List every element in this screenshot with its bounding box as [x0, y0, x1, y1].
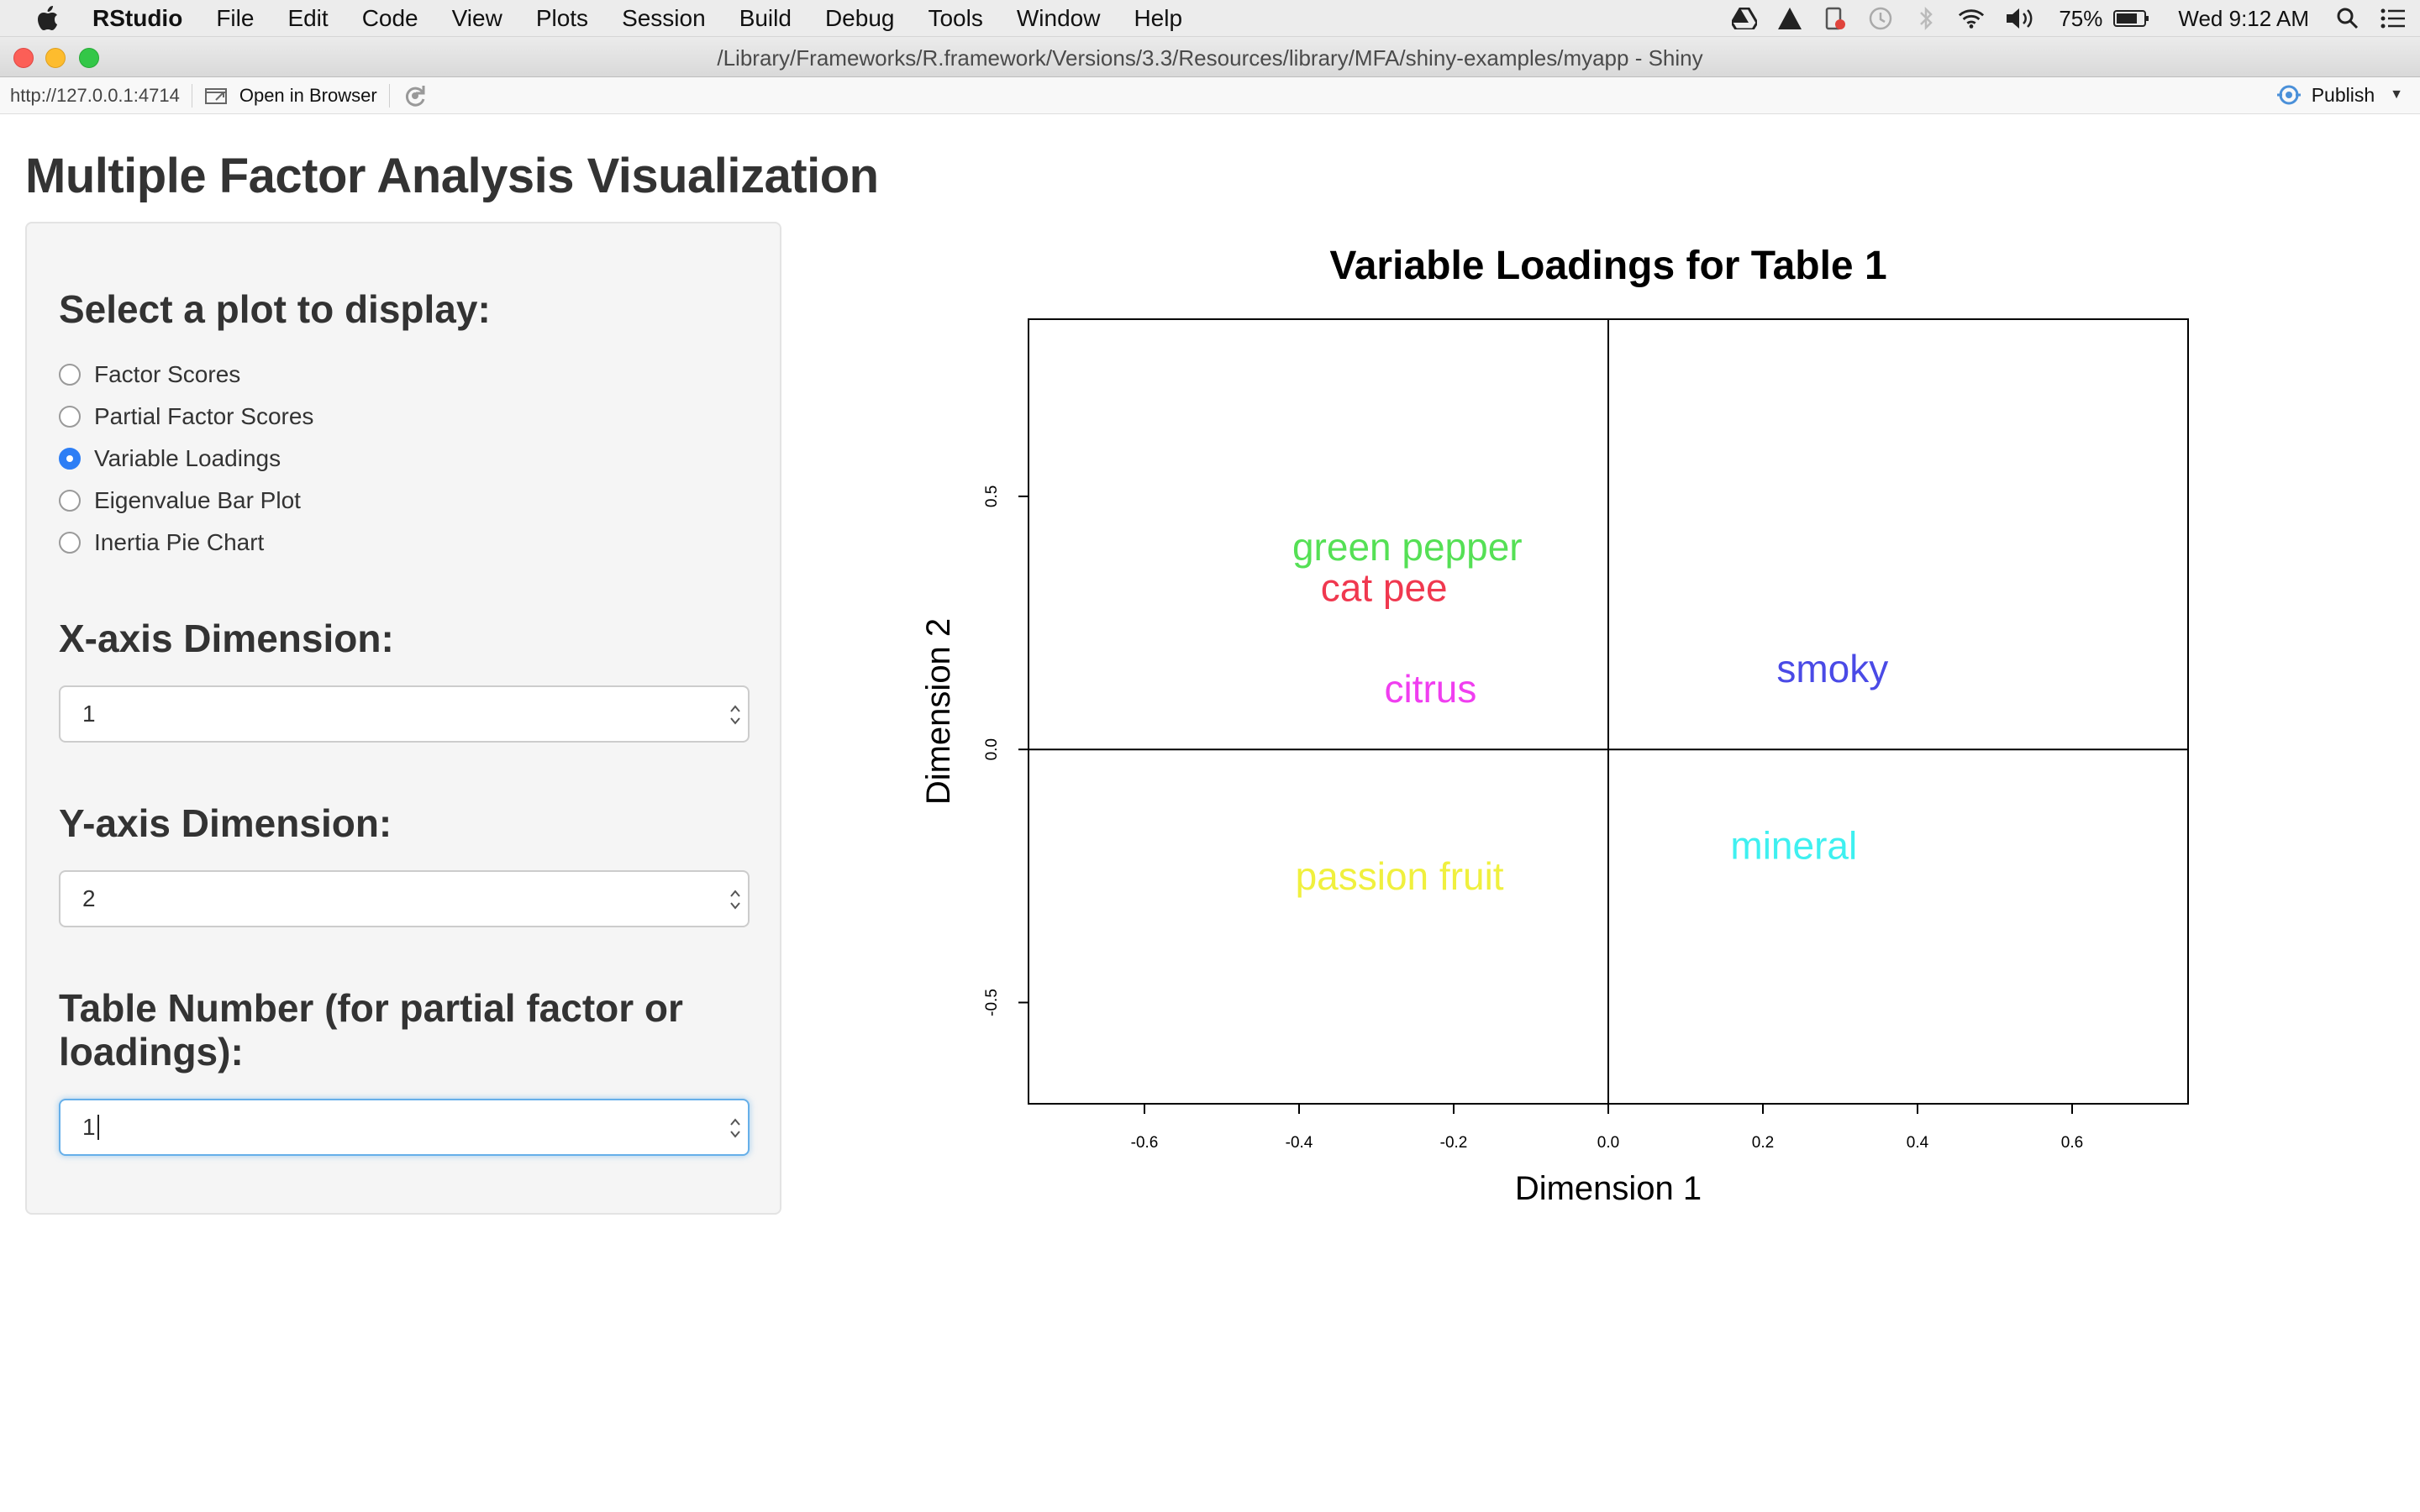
menu-debug[interactable]: Debug: [824, 4, 895, 31]
x-axis-dimension-value: 1: [82, 701, 96, 727]
y-tick-label: 0.0: [983, 738, 1001, 760]
open-in-browser-icon: [204, 87, 227, 104]
x-tick-label: 0.4: [1907, 1134, 1929, 1152]
number-stepper-icon[interactable]: [728, 884, 743, 916]
window-title-bar: /Library/Frameworks/R.framework/Versions…: [0, 37, 2420, 77]
battery-percent[interactable]: 75%: [2059, 5, 2103, 31]
open-in-browser-button[interactable]: Open in Browser: [204, 85, 377, 107]
table-number-value: 1: [82, 1114, 96, 1140]
zoom-window-button[interactable]: [79, 48, 99, 68]
radio-option-inertia-pie-chart[interactable]: Inertia Pie Chart: [59, 529, 264, 556]
menu-edit[interactable]: Edit: [287, 4, 329, 31]
text-cursor: [97, 1115, 99, 1140]
radio-option-factor-scores[interactable]: Factor Scores: [59, 361, 240, 388]
menubar-clock[interactable]: Wed 9:12 AM: [2178, 5, 2309, 31]
menu-session[interactable]: Session: [622, 4, 706, 31]
radio-option-partial-factor-scores[interactable]: Partial Factor Scores: [59, 403, 313, 430]
radio-label: Partial Factor Scores: [94, 403, 314, 429]
point-label-smoky: smoky: [1776, 647, 1888, 690]
bluetooth-icon[interactable]: [1912, 5, 1939, 32]
point-label-mineral: mineral: [1730, 824, 1857, 868]
variable-loadings-plot: Variable Loadings for Table 1 -0.6 -0.4 -0.…: [874, 227, 2370, 1235]
menu-app-name[interactable]: RStudio: [92, 4, 183, 31]
sidebar-panel: Select a plot to display: Factor Scores …: [25, 222, 781, 1215]
x-axis-dimension-input[interactable]: 1: [59, 685, 750, 743]
sync-error-icon[interactable]: [1822, 5, 1849, 32]
minimize-window-button[interactable]: [45, 48, 66, 68]
y-tick-label: -0.5: [983, 989, 1001, 1016]
radio-button[interactable]: [59, 406, 81, 428]
apple-menu-icon[interactable]: [34, 4, 62, 33]
warning-triangle-icon[interactable]: [1776, 5, 1803, 32]
radio-label: Factor Scores: [94, 361, 241, 387]
point-label-green-pepper: green pepper: [1292, 525, 1523, 569]
page-title: Multiple Factor Analysis Visualization: [25, 149, 879, 203]
point-label-citrus: citrus: [1384, 667, 1476, 711]
table-number-label: Table Number (for partial factor or load…: [59, 986, 683, 1074]
radio-button[interactable]: [59, 364, 81, 386]
volume-icon[interactable]: [2003, 5, 2040, 32]
refresh-icon[interactable]: [402, 82, 429, 109]
y-axis-label: Dimension 2: [920, 618, 957, 805]
x-tick-label: -0.4: [1286, 1134, 1313, 1152]
plot-select-label: Select a plot to display:: [59, 287, 491, 331]
x-tick-label: 0.6: [2061, 1134, 2083, 1152]
toolbar-divider: [388, 83, 390, 108]
menu-tools[interactable]: Tools: [928, 4, 983, 31]
wifi-icon[interactable]: [1958, 5, 1985, 32]
x-axis-dimension-label: X-axis Dimension:: [59, 617, 394, 660]
spotlight-search-icon[interactable]: [2334, 5, 2361, 32]
window-title: /Library/Frameworks/R.framework/Versions…: [717, 45, 1703, 71]
x-tick-label: -0.6: [1131, 1134, 1159, 1152]
chart-title: Variable Loadings for Table 1: [1329, 244, 1886, 288]
menu-help[interactable]: Help: [1134, 4, 1183, 31]
menu-file[interactable]: File: [216, 4, 255, 31]
x-tick-label: 0.2: [1752, 1134, 1774, 1152]
table-number-input[interactable]: 1: [59, 1099, 750, 1156]
x-axis-label: Dimension 1: [1515, 1170, 1702, 1207]
publish-button[interactable]: Publish ▼: [2275, 82, 2403, 108]
number-stepper-icon[interactable]: [728, 699, 743, 731]
y-axis-dimension-value: 2: [82, 885, 96, 911]
menu-window[interactable]: Window: [1016, 4, 1101, 31]
radio-label: Inertia Pie Chart: [94, 529, 265, 555]
radio-button-selected[interactable]: [59, 448, 81, 470]
point-label-passion-fruit: passion fruit: [1296, 854, 1504, 898]
radio-label: Variable Loadings: [94, 445, 281, 471]
open-in-browser-label: Open in Browser: [239, 84, 377, 106]
viewer-toolbar: http://127.0.0.1:4714 Open in Browser Pu…: [0, 77, 2420, 114]
menu-view[interactable]: View: [451, 4, 502, 31]
radio-option-variable-loadings[interactable]: Variable Loadings: [59, 445, 281, 472]
y-axis-dimension-input[interactable]: 2: [59, 870, 750, 927]
menu-code[interactable]: Code: [361, 4, 418, 31]
status-area: 75% Wed 9:12 AM: [1731, 0, 2420, 37]
menu-plots[interactable]: Plots: [535, 4, 589, 31]
radio-option-eigenvalue-bar-plot[interactable]: Eigenvalue Bar Plot: [59, 487, 301, 514]
point-label-cat-pee: cat pee: [1321, 565, 1448, 609]
macos-menu-bar: RStudio File Edit Code View Plots Sessio…: [0, 0, 2420, 37]
y-axis-dimension-label: Y-axis Dimension:: [59, 801, 392, 845]
x-tick-label: 0.0: [1597, 1134, 1619, 1152]
menu-build[interactable]: Build: [739, 4, 792, 31]
close-window-button[interactable]: [13, 48, 34, 68]
plot-canvas: Variable Loadings for Table 1 -0.6 -0.4 -0.…: [920, 244, 2189, 1207]
publish-label: Publish: [2311, 83, 2375, 106]
notification-center-icon[interactable]: [2380, 5, 2407, 32]
battery-icon[interactable]: [2112, 5, 2151, 32]
app-url: http://127.0.0.1:4714: [10, 84, 180, 106]
x-tick-label: -0.2: [1440, 1134, 1468, 1152]
google-drive-icon[interactable]: [1731, 5, 1758, 32]
y-tick-label: 0.5: [983, 486, 1001, 507]
publish-dropdown-caret-icon[interactable]: ▼: [2390, 87, 2403, 102]
radio-button[interactable]: [59, 490, 81, 512]
radio-label: Eigenvalue Bar Plot: [94, 487, 301, 513]
time-machine-icon[interactable]: [1867, 5, 1894, 32]
radio-button[interactable]: [59, 532, 81, 554]
number-stepper-icon[interactable]: [728, 1112, 743, 1144]
publish-icon: [2276, 85, 2301, 105]
